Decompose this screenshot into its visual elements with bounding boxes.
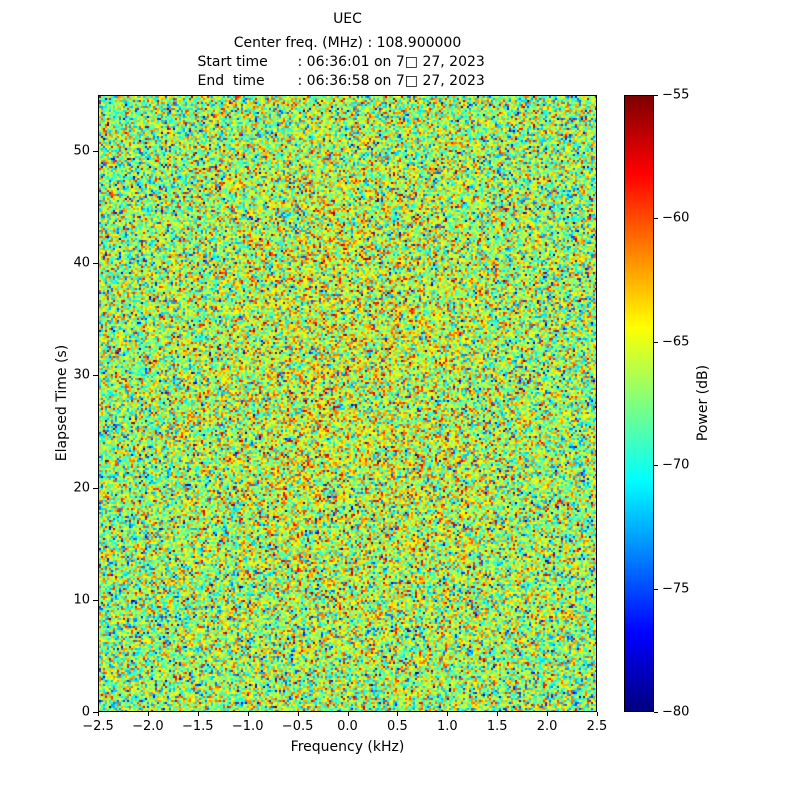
y-tick-label: 20: [73, 480, 90, 496]
x-tick-mark: [497, 712, 499, 716]
x-tick-label: 1.0: [436, 719, 458, 734]
y-tick-mark: [93, 487, 98, 489]
x-tick-mark: [247, 712, 249, 716]
x-tick-label: 0.5: [387, 719, 408, 734]
y-tick-label: 10: [73, 592, 90, 608]
x-tick-mark: [597, 712, 598, 716]
y-tick-label: 0: [81, 704, 90, 720]
x-tick-mark: [347, 712, 349, 716]
spectrogram-heatmap: [99, 96, 596, 711]
x-tick-mark: [147, 712, 149, 716]
start-time-value: : 06:36:01 on 7□ 27, 2023: [297, 54, 485, 70]
colorbar-tick-label: −75: [662, 581, 690, 597]
y-tick-mark: [93, 151, 98, 153]
x-tick-label: 2.0: [536, 719, 558, 734]
end-time-label: End time: [197, 73, 265, 89]
x-tick-mark: [297, 712, 299, 716]
x-tick-mark: [197, 712, 199, 716]
x-tick-label: −1.0: [231, 719, 264, 734]
colorbar-tick-mark: [654, 218, 658, 220]
end-time-row: End time : 06:36:58 on 7□ 27, 2023: [198, 72, 498, 91]
end-time-value: : 06:36:58 on 7□ 27, 2023: [297, 73, 485, 89]
colorbar-tick-label: −70: [662, 457, 690, 473]
x-tick-label: −2.0: [132, 719, 164, 734]
x-tick-mark: [98, 712, 99, 716]
colorbar-tick-label: −60: [662, 210, 690, 226]
colorbar-tick-label: −65: [662, 334, 690, 350]
y-tick-mark: [93, 712, 98, 713]
y-tick-mark: [93, 599, 98, 601]
start-time-label: Start time: [197, 54, 268, 70]
colorbar-tick-mark: [654, 465, 658, 467]
figure-header: UEC Center freq. (MHz) : 108.900000 Star…: [98, 10, 597, 91]
x-tick-mark: [547, 712, 549, 716]
x-tick-mark: [397, 712, 399, 716]
colorbar-tick-label: −55: [662, 87, 690, 103]
plot-frame: [98, 95, 597, 712]
x-tick-label: −0.5: [281, 719, 314, 734]
x-tick-label: 1.5: [486, 719, 508, 734]
center-freq-line: Center freq. (MHz) : 108.900000: [233, 35, 462, 51]
colorbar-tick-mark: [654, 712, 658, 713]
x-axis-label: Frequency (kHz): [290, 739, 405, 755]
start-time-row: Start time : 06:36:01 on 7□ 27, 2023: [198, 53, 498, 72]
y-tick-label: 40: [73, 255, 90, 271]
time-info: Start time : 06:36:01 on 7□ 27, 2023 End…: [198, 53, 498, 91]
y-tick-mark: [93, 375, 98, 377]
colorbar-gradient: [625, 96, 653, 711]
colorbar-tick-mark: [654, 341, 658, 343]
x-tick-label: 2.5: [586, 719, 608, 734]
colorbar-tick-mark: [654, 588, 658, 590]
y-tick-mark: [93, 263, 98, 265]
colorbar-tick-mark: [654, 95, 658, 96]
colorbar-frame: [624, 95, 654, 712]
colorbar-tick-label: −80: [662, 704, 690, 720]
plot-title: UEC: [333, 11, 362, 27]
colorbar-label: Power (dB): [695, 364, 711, 442]
y-tick-label: 50: [73, 143, 90, 159]
x-tick-label: −2.5: [82, 719, 114, 734]
x-tick-label: −1.5: [182, 719, 214, 734]
y-axis-label: Elapsed Time (s): [54, 344, 70, 462]
y-tick-label: 30: [73, 367, 90, 383]
x-tick-label: 0.0: [337, 719, 358, 734]
x-tick-mark: [447, 712, 449, 716]
